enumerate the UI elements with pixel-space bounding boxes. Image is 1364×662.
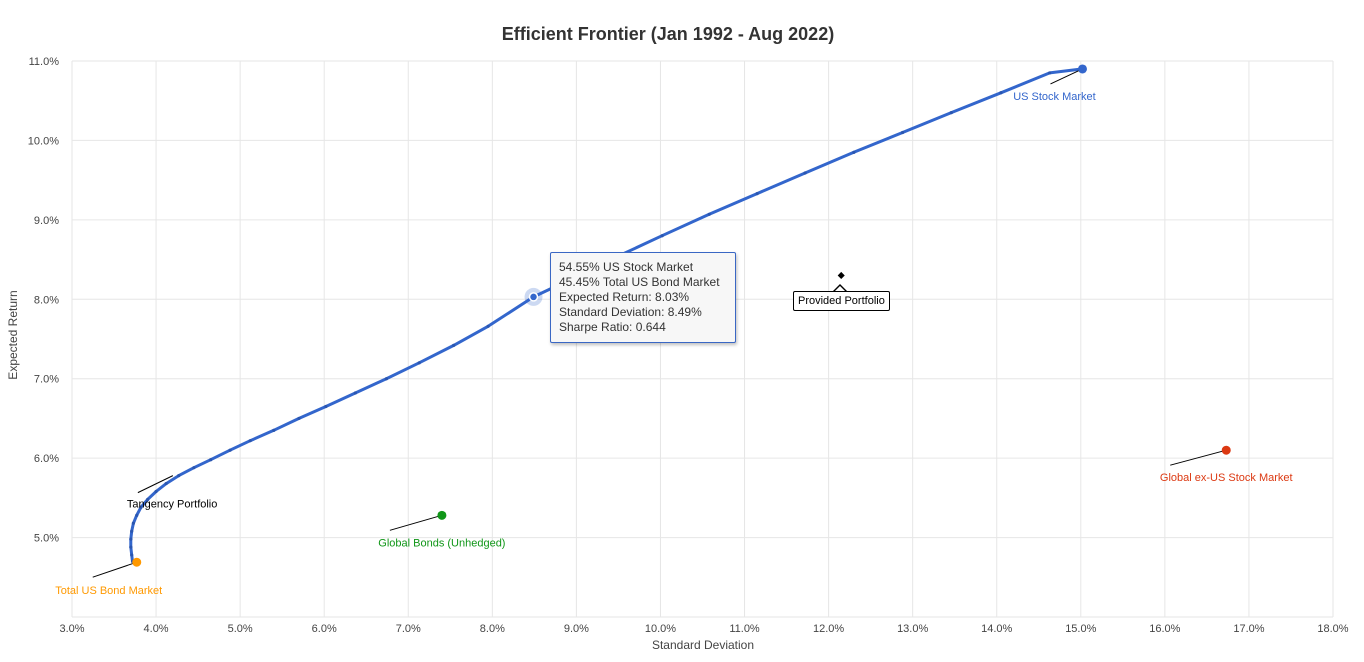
- frontier-point[interactable]: [130, 529, 134, 533]
- x-tick-label: 16.0%: [1149, 623, 1180, 635]
- frontier-point[interactable]: [228, 448, 232, 452]
- frontier-point[interactable]: [452, 343, 456, 347]
- y-tick-label: 5.0%: [34, 533, 59, 545]
- frontier-point[interactable]: [139, 505, 143, 509]
- frontier-tooltip: 54.55% US Stock Market 45.45% Total US B…: [550, 252, 736, 343]
- grid: [71, 60, 1334, 618]
- x-axis-label: Standard Deviation: [652, 638, 754, 652]
- frontier-point[interactable]: [135, 513, 139, 517]
- leader-tangency-portfolio: [137, 475, 174, 494]
- frontier-point[interactable]: [146, 497, 150, 502]
- x-tick-label: 9.0%: [564, 623, 589, 635]
- x-tick-label: 5.0%: [228, 623, 253, 635]
- x-tick-label: 15.0%: [1065, 623, 1096, 635]
- frontier-point[interactable]: [131, 521, 135, 525]
- x-tick-label: 11.0%: [729, 623, 760, 635]
- frontier-point[interactable]: [192, 466, 196, 470]
- label-global-ex-us-stock-market: Global ex-US Stock Market: [1160, 472, 1293, 484]
- tooltip-line-sharpe: Sharpe Ratio: 0.644: [559, 320, 666, 334]
- annotation-leaders: [92, 68, 1227, 578]
- y-tick-label: 10.0%: [28, 135, 59, 147]
- x-tick-label: 7.0%: [396, 623, 421, 635]
- x-tick-label: 17.0%: [1233, 623, 1264, 635]
- label-us-stock-market: US Stock Market: [1013, 91, 1096, 103]
- frontier-point[interactable]: [486, 324, 490, 328]
- tooltip-line-std-dev: Standard Deviation: 8.49%: [559, 305, 702, 319]
- y-tick-label: 9.0%: [34, 215, 59, 227]
- frontier-point[interactable]: [177, 474, 181, 478]
- provided-portfolio-callout: Provided Portfolio: [793, 291, 890, 311]
- tooltip-line-weights-stock: 54.55% US Stock Market: [559, 260, 694, 274]
- y-tick-label: 7.0%: [34, 374, 59, 386]
- highlight-point: [528, 292, 539, 302]
- tooltip-line-weights-bond: 45.45% Total US Bond Market: [559, 275, 720, 289]
- point-global-bonds-unhedged[interactable]: [437, 510, 447, 520]
- x-tick-label: 18.0%: [1317, 623, 1348, 635]
- leader-us-stock-market: [1050, 68, 1083, 85]
- frontier-point[interactable]: [297, 416, 301, 421]
- frontier-point[interactable]: [999, 91, 1003, 95]
- asset-labels: US Stock Market Total US Bond Market Globa…: [55, 91, 1292, 597]
- label-tangency-portfolio: Tangency Portfolio: [127, 499, 218, 511]
- frontier-point[interactable]: [129, 537, 133, 541]
- frontier-point[interactable]: [852, 150, 856, 154]
- x-tick-label: 12.0%: [813, 623, 844, 635]
- frontier-point[interactable]: [272, 428, 276, 432]
- frontier-point[interactable]: [209, 458, 213, 462]
- frontier-point[interactable]: [417, 361, 421, 365]
- x-tick-label: 10.0%: [645, 623, 676, 635]
- leader-total-us-bond-market: [92, 561, 137, 578]
- frontier-point[interactable]: [384, 377, 389, 381]
- y-tick-label: 11.0%: [29, 56, 60, 68]
- frontier-point[interactable]: [130, 553, 134, 557]
- frontier-point[interactable]: [755, 192, 759, 196]
- label-global-bonds-unhedged: Global Bonds (Unhedged): [378, 537, 505, 549]
- point-us-stock-market[interactable]: [1077, 64, 1087, 74]
- leader-global-bonds-unhedged: [389, 514, 443, 531]
- x-tick-label: 6.0%: [312, 623, 337, 635]
- frontier-point[interactable]: [803, 171, 807, 175]
- frontier-point[interactable]: [1048, 71, 1052, 75]
- point-provided-portfolio[interactable]: [837, 271, 845, 279]
- y-axis-ticks: 5.0% 6.0% 7.0% 8.0% 9.0% 10.0% 11.0%: [28, 56, 59, 545]
- x-tick-label: 14.0%: [981, 623, 1012, 635]
- asset-points[interactable]: [132, 64, 1231, 567]
- x-tick-label: 4.0%: [144, 623, 169, 635]
- frontier-point[interactable]: [164, 481, 168, 486]
- frontier-point[interactable]: [949, 111, 953, 115]
- point-total-us-bond-market[interactable]: [132, 557, 142, 567]
- label-total-us-bond-market: Total US Bond Market: [55, 585, 162, 597]
- frontier-point[interactable]: [248, 439, 252, 443]
- frontier-point[interactable]: [707, 212, 711, 216]
- frontier-point[interactable]: [324, 404, 328, 409]
- tooltip-line-expected-return: Expected Return: 8.03%: [559, 290, 690, 304]
- x-tick-label: 13.0%: [897, 623, 928, 635]
- frontier-point[interactable]: [660, 234, 664, 238]
- y-axis-label: Expected Return: [6, 290, 20, 379]
- y-tick-label: 6.0%: [34, 453, 59, 465]
- leader-global-ex-us-stock-market: [1170, 449, 1227, 466]
- frontier-point[interactable]: [154, 489, 158, 494]
- frontier-point[interactable]: [129, 545, 133, 549]
- y-tick-label: 8.0%: [34, 294, 59, 306]
- chart-title: Efficient Frontier (Jan 1992 - Aug 2022): [502, 24, 834, 44]
- callout-arrow-inner: [834, 286, 846, 292]
- x-tick-label: 3.0%: [59, 623, 84, 635]
- x-tick-label: 8.0%: [480, 623, 505, 635]
- point-global-ex-us-stock-market[interactable]: [1221, 445, 1231, 455]
- x-axis-ticks: 3.0% 4.0% 5.0% 6.0% 7.0% 8.0% 9.0% 10.0% 11.0% 12…: [59, 623, 1348, 635]
- frontier-point[interactable]: [353, 391, 357, 395]
- frontier-series[interactable]: [129, 67, 1085, 564]
- frontier-point[interactable]: [900, 130, 905, 135]
